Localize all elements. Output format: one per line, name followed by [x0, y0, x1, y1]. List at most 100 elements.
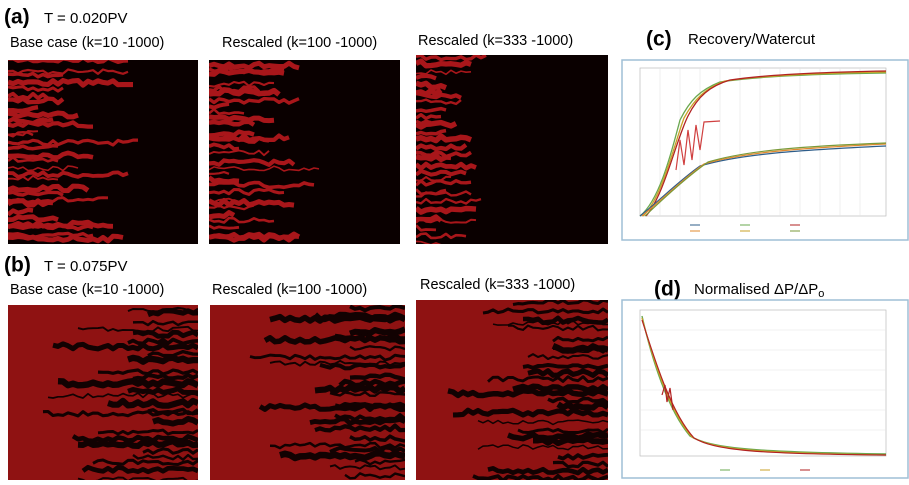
finger — [8, 174, 59, 182]
image-caption: Rescaled (k=100 -1000) — [212, 282, 367, 298]
finger — [209, 187, 285, 196]
unswept-streak — [97, 428, 198, 436]
unswept-streak — [77, 438, 198, 450]
finger — [209, 67, 285, 77]
finger — [416, 217, 477, 224]
simulation-image — [416, 300, 608, 480]
unswept-streak — [249, 353, 405, 362]
unswept-streak — [77, 476, 198, 480]
panel-label: (a) — [4, 6, 30, 29]
finger — [209, 216, 275, 224]
image-caption: Rescaled (k=333 -1000) — [418, 33, 573, 49]
finger — [209, 114, 275, 124]
finger — [8, 190, 64, 197]
unswept-streak — [552, 348, 608, 354]
finger — [8, 170, 129, 179]
finger — [8, 138, 138, 147]
finger — [209, 96, 300, 105]
finger — [416, 179, 472, 187]
finger — [416, 91, 462, 100]
plot-title-subscript: o — [818, 288, 824, 300]
simulation-image — [8, 60, 198, 244]
image-caption: Rescaled (k=333 -1000) — [420, 277, 575, 293]
finger — [8, 165, 79, 172]
finger — [8, 77, 133, 88]
finger — [416, 232, 467, 240]
image-caption: Rescaled (k=100 -1000) — [222, 35, 377, 51]
unswept-streak — [349, 345, 405, 352]
finger — [416, 240, 444, 244]
finger — [209, 108, 245, 116]
finger — [8, 183, 90, 194]
finger — [209, 101, 230, 110]
unswept-streak — [314, 423, 405, 433]
plot-title: Recovery/Watercut — [688, 31, 816, 48]
finger — [8, 96, 65, 106]
unswept-streak — [71, 433, 198, 444]
unswept-streak — [258, 402, 405, 413]
unswept-streak — [349, 305, 405, 313]
unswept-streak — [127, 337, 198, 346]
finger — [416, 169, 467, 177]
unswept-streak — [127, 386, 198, 396]
finger — [209, 210, 236, 220]
finger — [416, 143, 468, 152]
image-caption: Base case (k=10 -1000) — [10, 282, 164, 298]
unswept-streak — [338, 378, 405, 388]
unswept-streak — [349, 372, 405, 382]
finger — [8, 68, 129, 76]
finger — [8, 120, 93, 129]
finger — [416, 128, 447, 136]
finger — [8, 143, 59, 151]
plot-title: Normalised ΔP/ΔPo — [694, 281, 824, 300]
finger — [416, 112, 442, 121]
finger — [416, 190, 472, 198]
unswept-streak — [552, 335, 608, 343]
unswept-streak — [142, 447, 198, 455]
finger — [209, 180, 315, 190]
unswept-streak — [132, 373, 198, 381]
simulation-image — [8, 305, 198, 480]
finger — [8, 198, 54, 208]
finger — [8, 130, 39, 137]
unswept-streak — [107, 397, 198, 409]
finger — [416, 197, 482, 205]
unswept-streak — [132, 319, 198, 327]
unswept-streak — [314, 383, 405, 395]
finger — [209, 119, 256, 127]
finger — [209, 158, 296, 167]
unswept-streak — [329, 464, 405, 471]
unswept-streak — [348, 326, 405, 337]
unswept-streak — [152, 415, 198, 427]
finger — [8, 91, 50, 101]
unswept-streak — [279, 449, 405, 462]
unswept-streak — [132, 453, 198, 461]
unswept-streak — [81, 464, 198, 475]
unswept-streak — [472, 473, 608, 480]
unswept-streak — [532, 435, 608, 447]
panel-label: (c) — [646, 28, 672, 51]
unswept-streak — [92, 458, 198, 466]
finger — [209, 135, 270, 144]
finger — [8, 105, 39, 114]
unswept-streak — [132, 329, 198, 339]
finger — [209, 204, 255, 211]
unswept-streak — [512, 383, 608, 394]
finger — [416, 58, 472, 69]
finger — [209, 224, 240, 230]
finger — [416, 153, 452, 163]
finger — [416, 161, 477, 171]
panel-time: T = 0.075PV — [44, 258, 128, 275]
panel-time: T = 0.020PV — [44, 10, 128, 27]
pressure-chart — [621, 299, 909, 479]
unswept-streak — [329, 445, 405, 454]
unswept-streak — [477, 419, 608, 426]
finger — [416, 80, 448, 91]
finger — [416, 224, 437, 232]
simulation-image — [416, 55, 608, 244]
unswept-streak — [52, 341, 198, 352]
recovery-chart — [621, 59, 909, 241]
unswept-streak — [512, 300, 608, 307]
unswept-streak — [552, 460, 608, 469]
